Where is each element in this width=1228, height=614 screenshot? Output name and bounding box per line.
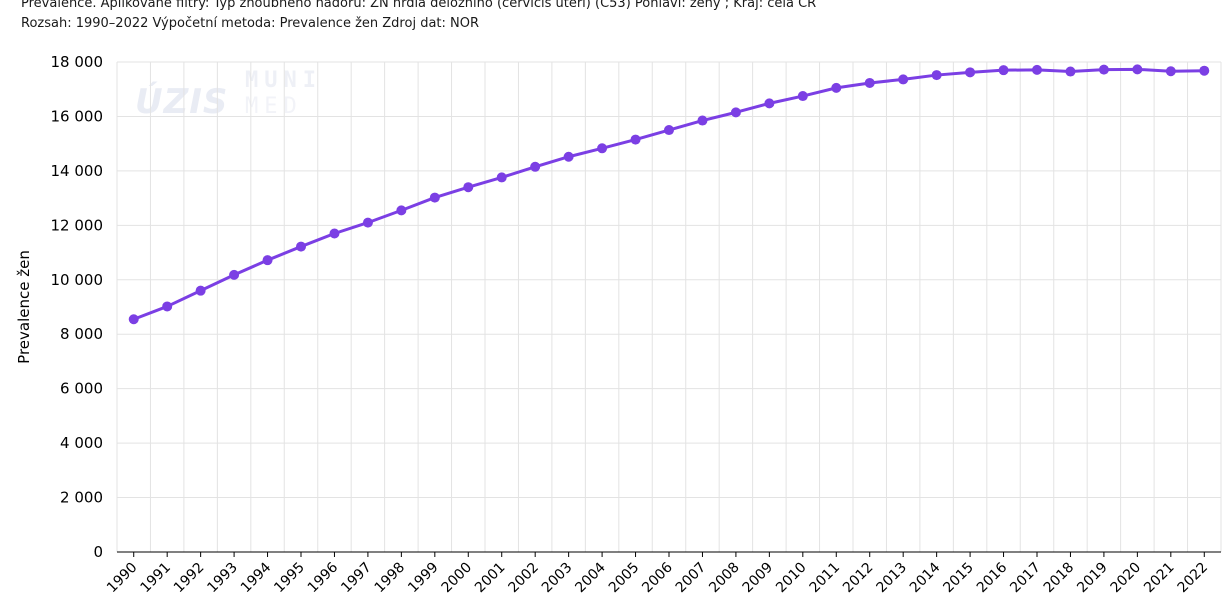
data-point[interactable] [831,82,842,93]
data-point[interactable] [1032,64,1042,75]
data-point[interactable] [195,285,206,296]
chart-header: Prevalence. Aplikované filtry: Typ zhoub… [21,0,816,34]
data-point[interactable] [162,301,173,312]
x-tick-label: 1995 [271,560,308,597]
data-point[interactable] [463,182,474,193]
x-tick-label: 2005 [606,560,643,597]
x-tick-label: 2019 [1074,560,1111,597]
series-line [132,67,1206,321]
y-tick-label: 18 000 [51,53,104,71]
x-tick-label: 2020 [1108,560,1145,597]
y-tick-label: 8 000 [60,325,103,343]
x-tick-label: 1996 [305,559,342,596]
x-tick-label: 2001 [472,560,509,597]
axes [117,551,1221,557]
data-point[interactable] [998,65,1009,76]
x-tick-label: 1999 [405,560,442,597]
x-tick-label: 1994 [238,559,275,596]
data-point[interactable] [496,172,507,183]
data-point[interactable] [229,269,240,280]
x-tick-label: 1998 [372,560,409,597]
x-tick-label: 2004 [572,559,609,596]
data-point[interactable] [530,161,541,172]
y-tick-label: 4 000 [60,434,103,452]
data-point[interactable] [864,77,875,88]
y-axis-title: Prevalence žen [15,250,33,364]
data-point[interactable] [965,67,976,78]
data-point[interactable] [898,74,909,85]
x-tick-label: 2014 [907,559,944,596]
y-tick-label: 2 000 [60,489,103,507]
data-point[interactable] [362,217,373,228]
data-point[interactable] [563,151,574,162]
filter-description: Prevalence. Aplikované filtry: Typ zhoub… [21,0,817,11]
y-tick-label: 16 000 [51,107,104,125]
data-point[interactable] [1165,66,1176,77]
data-point[interactable] [630,134,641,145]
x-tick-label: 2013 [873,560,910,597]
y-tick-label: 10 000 [51,271,104,289]
x-tick-label: 2006 [639,559,676,596]
x-tick-label: 2017 [1007,560,1044,597]
x-tick-label: 2007 [673,560,710,597]
x-tick-label: 2018 [1041,560,1078,597]
y-tick-labels: 0 2 000 4 000 6 000 8 000 10 000 12 000 14 000 1… [51,53,104,561]
data-point[interactable] [1098,64,1109,75]
x-tick-label: 1997 [338,560,375,597]
x-tick-label: 1992 [171,560,208,597]
data-point[interactable] [128,314,139,325]
x-tick-label: 2015 [940,560,977,597]
data-point[interactable] [262,255,273,266]
data-point[interactable] [931,70,942,81]
x-tick-label: 1991 [137,560,174,597]
x-tick-label: 2012 [840,560,877,597]
x-tick-label: 2022 [1175,560,1212,597]
y-tick-label: 12 000 [51,216,104,234]
x-tick-label: 2002 [505,560,542,597]
data-point[interactable] [429,192,440,203]
data-point[interactable] [597,143,608,154]
data-point[interactable] [296,241,306,252]
x-tick-label: 2021 [1141,560,1178,597]
x-tick-label: 2009 [740,560,777,597]
y-tick-label: 6 000 [60,380,103,398]
data-point[interactable] [764,98,775,109]
data-point[interactable] [797,91,808,102]
data-point[interactable] [730,107,741,118]
data-point[interactable] [1065,66,1076,77]
data-point[interactable] [1199,65,1210,76]
x-tick-label: 2010 [773,560,810,597]
y-tick-label: 14 000 [51,162,104,180]
range-description: Rozsah: 1990–2022 Výpočetní metoda: Prev… [21,16,480,31]
watermark-muni-text: MUNI [245,68,322,93]
x-tick-label: 2008 [706,560,743,597]
x-tick-label: 2016 [974,559,1011,596]
grid-lines [116,61,1222,552]
data-point[interactable] [1132,64,1143,75]
data-point[interactable] [329,228,340,239]
y-tick-label: 0 [93,543,103,561]
data-point[interactable] [396,205,407,216]
x-tick-label: 1990 [104,560,141,597]
data-point[interactable] [697,115,708,126]
data-series [128,64,1210,325]
x-tick-label: 2011 [807,560,844,597]
x-tick-label: 1993 [204,560,241,597]
x-tick-labels: 1990199119921993199419951996199719981999… [104,559,1211,596]
data-point[interactable] [664,125,674,136]
x-tick-label: 2000 [439,560,476,597]
x-tick-label: 2003 [539,560,576,597]
watermark-med-text: MED [245,94,303,119]
